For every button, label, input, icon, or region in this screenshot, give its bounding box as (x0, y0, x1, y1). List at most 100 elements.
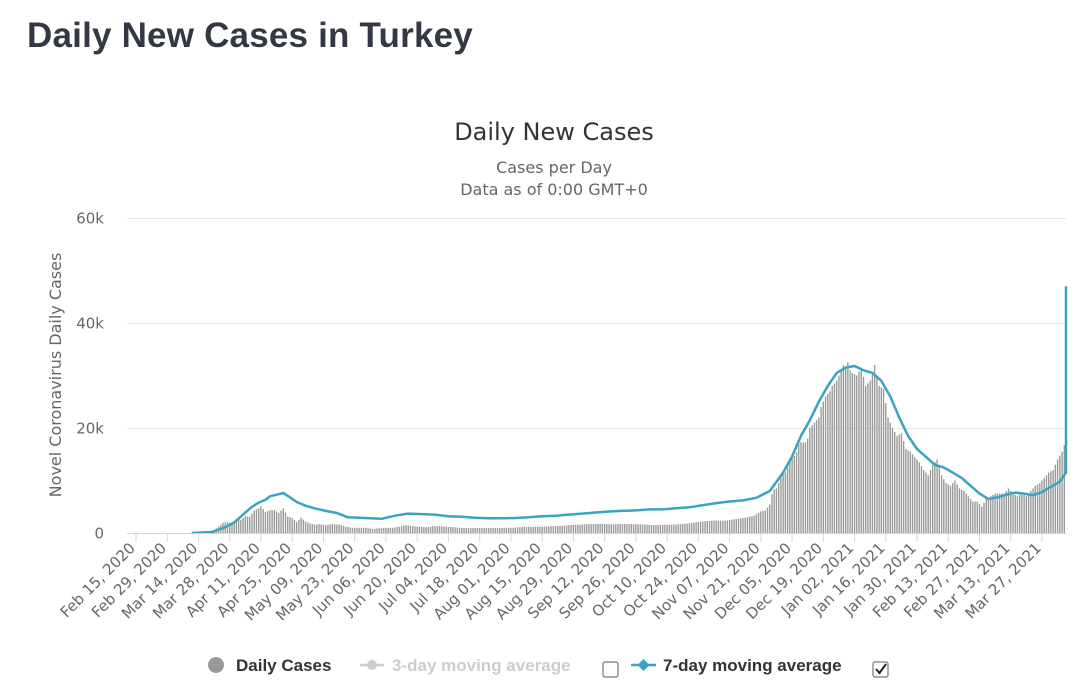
daily-cases-bar (679, 524, 682, 533)
daily-cases-bar (275, 511, 278, 533)
daily-cases-bar (960, 489, 963, 533)
daily-cases-bar (485, 528, 488, 533)
daily-cases-bar (240, 519, 242, 533)
daily-cases-bar (724, 520, 726, 533)
daily-cases-bar (563, 525, 566, 533)
daily-cases-bar (474, 528, 476, 533)
legend-daily-cases-marker (208, 657, 224, 673)
daily-cases-bar (554, 526, 557, 533)
daily-cases-bar (293, 519, 296, 533)
daily-cases-bar (251, 513, 253, 533)
daily-cases-bar (987, 497, 990, 533)
daily-cases-bar (478, 528, 481, 533)
daily-cases-bar (769, 504, 771, 533)
daily-cases-bar (666, 524, 668, 533)
daily-cases-bar (900, 433, 903, 533)
daily-cases-bar (271, 510, 273, 533)
daily-cases-bar (800, 442, 802, 533)
daily-cases-bar (237, 519, 240, 533)
daily-cases-bar (536, 526, 539, 533)
legend-3-day-checkbox[interactable] (602, 661, 619, 678)
y-tick-label: 0 (94, 525, 104, 543)
daily-cases-bar (737, 518, 740, 533)
daily-cases-bar (695, 522, 697, 533)
daily-cases-bar (918, 462, 920, 533)
daily-cases-bar (505, 527, 508, 533)
daily-cases-bar (514, 527, 517, 533)
daily-cases-bar (1050, 471, 1052, 533)
daily-cases-bar (233, 521, 235, 533)
daily-cases-bar (501, 527, 503, 533)
daily-cases-bar (391, 527, 394, 533)
daily-cases-bar (664, 524, 666, 533)
daily-cases-bar (920, 466, 923, 533)
daily-cases-bar (827, 393, 829, 533)
daily-cases-bar (398, 526, 401, 533)
daily-cases-bar (873, 365, 876, 533)
daily-cases-bar (914, 456, 916, 533)
y-tick-label: 60k (76, 210, 104, 228)
daily-cases-bar (976, 501, 978, 533)
daily-cases-bar (358, 527, 360, 533)
daily-cases-bar (1043, 477, 1045, 533)
daily-cases-bar (557, 526, 559, 533)
daily-cases-bar (260, 506, 262, 533)
daily-cases-bar (619, 523, 621, 533)
daily-cases-bar (458, 527, 461, 533)
daily-cases-bar (706, 520, 708, 533)
daily-cases-bar (559, 525, 561, 533)
legend-item-3-day-average[interactable]: 3-day moving average (360, 656, 619, 678)
daily-cases-bar (882, 388, 885, 533)
legend-item-7-day-average[interactable]: 7-day moving average (631, 656, 889, 678)
daily-cases-bar (804, 442, 807, 533)
daily-cases-bar (490, 528, 492, 533)
daily-cases-bar (722, 520, 724, 533)
daily-cases-bar (871, 372, 874, 533)
y-tick-label: 40k (76, 315, 104, 333)
daily-cases-bar (496, 528, 499, 533)
daily-cases-bar (653, 525, 655, 533)
daily-cases-bar (456, 527, 459, 533)
daily-cases-bar (1039, 483, 1041, 533)
daily-cases-bar (831, 386, 833, 533)
daily-cases-bar (371, 528, 374, 533)
chart-title: Daily New Cases (454, 118, 654, 146)
daily-cases-bar (494, 528, 496, 533)
daily-cases-bar (938, 467, 941, 533)
daily-cases-bar (309, 523, 311, 533)
daily-cases-bar (608, 524, 610, 533)
daily-cases-bar (400, 526, 403, 533)
daily-cases-bar (255, 509, 258, 533)
daily-cases-bar (885, 403, 887, 533)
daily-cases-bar (764, 510, 766, 533)
daily-cases-bar (532, 526, 534, 533)
daily-cases-bar (588, 524, 590, 533)
daily-cases-bar (280, 510, 282, 533)
daily-cases-bar (516, 527, 519, 533)
legend-item-daily-cases[interactable]: Daily Cases (208, 656, 331, 675)
daily-cases-bar (628, 524, 630, 533)
daily-cases-bar (978, 504, 981, 533)
daily-cases-bar (507, 527, 510, 533)
daily-cases-bar (798, 443, 800, 533)
daily-cases-bar (528, 526, 530, 533)
daily-cases-bar (992, 494, 994, 533)
daily-cases-bar (356, 527, 358, 533)
daily-cases-bar (726, 520, 729, 533)
daily-cases-bar (298, 519, 300, 533)
daily-cases-bar (1003, 493, 1005, 533)
daily-cases-bar (833, 383, 836, 533)
daily-cases-bar (880, 387, 883, 533)
daily-cases-bar (1012, 493, 1014, 533)
daily-cases-bar (766, 507, 769, 533)
daily-cases-bar (389, 527, 392, 533)
daily-cases-bar (630, 524, 633, 533)
daily-cases-bar (454, 527, 456, 533)
daily-cases-bar (887, 417, 889, 533)
daily-cases-bar (1036, 484, 1039, 533)
daily-cases-bar (838, 375, 840, 533)
daily-cases-bar (1056, 459, 1059, 533)
daily-cases-bar (985, 498, 987, 533)
daily-cases-bar (574, 524, 577, 533)
